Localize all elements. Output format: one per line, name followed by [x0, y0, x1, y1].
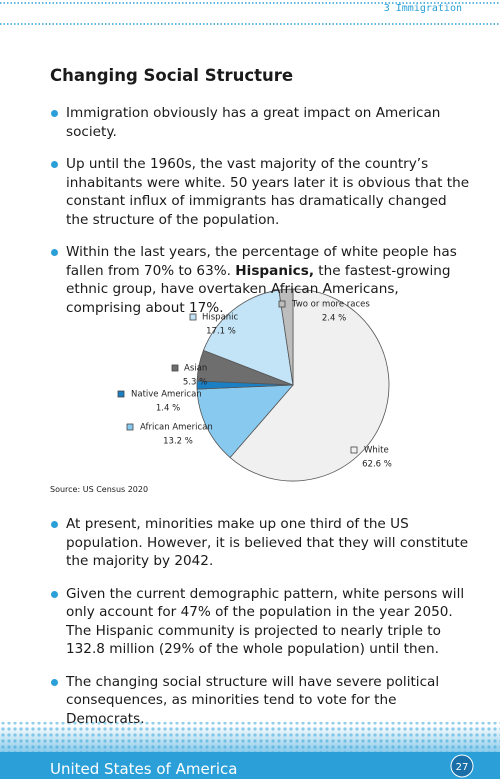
- pie-slice: [229, 288, 390, 482]
- bullet: Within the last years, the percentage of…: [50, 243, 472, 317]
- footer-band: [0, 752, 500, 779]
- slice-label: Hispanic: [202, 313, 239, 323]
- legend-swatch: [126, 423, 134, 431]
- slice-label: Native American: [131, 390, 202, 400]
- legend-swatch: [117, 390, 125, 398]
- bullet-text: The changing social structure will have …: [66, 673, 440, 727]
- slice-label: Asian: [184, 364, 207, 374]
- bullet: The changing social structure will have …: [50, 673, 472, 729]
- slice-label: White: [364, 446, 389, 456]
- bullet: Up until the 1960s, the vast majority of…: [50, 155, 472, 229]
- slice-value: 2.4 %: [322, 314, 346, 324]
- slice-label: Two or more races: [291, 300, 370, 310]
- bullet-text: Within the last years, the percentage of…: [66, 244, 457, 279]
- page-number: 27: [456, 762, 469, 773]
- header-label: 3 Immigration: [383, 3, 462, 14]
- bullet-text: At present, minorities make up one third…: [66, 516, 469, 569]
- bullet: Immigration obviously has a great impact…: [50, 104, 472, 141]
- legend-swatch: [350, 446, 358, 454]
- slice-value: 1.4 %: [156, 404, 180, 414]
- page-badge: [450, 754, 474, 778]
- bullet-text: Up until the 1960s, the vast majority of…: [66, 156, 470, 228]
- pie-slice: [278, 288, 294, 386]
- source: Source: US Census 2020: [50, 485, 149, 494]
- bullet: At present, minorities make up one third…: [50, 515, 472, 571]
- heading: Changing Social Structure: [50, 66, 294, 85]
- bullet-bold: Hispanics,: [235, 262, 314, 279]
- footer-title: United States of America: [50, 760, 238, 778]
- pie-chart: White 62.6 % African American 13.2 % Native …: [117, 288, 392, 482]
- bullet-text: Given the current demographic pattern, w…: [66, 585, 465, 658]
- legend-swatch: [171, 364, 179, 372]
- pie-slice: [196, 384, 294, 459]
- legend-swatch: [278, 300, 286, 308]
- slice-value: 17.1 %: [206, 327, 236, 337]
- slice-value: 62.6 %: [362, 460, 392, 470]
- bullet-text: the fastest-growing ethnic group, have o…: [66, 262, 451, 316]
- legend-swatch: [189, 313, 197, 321]
- bullet-text: Immigration obviously has a great impact…: [66, 105, 441, 140]
- pie-slice: [202, 289, 294, 386]
- slice-value: 13.2 %: [163, 437, 193, 447]
- bullet-list: At present, minorities make up one third…: [50, 515, 472, 742]
- bullet: Given the current demographic pattern, w…: [50, 585, 472, 659]
- slice-label: African American: [140, 423, 213, 433]
- slice-value: 5.3 %: [183, 378, 207, 388]
- bullet-list: Immigration obviously has a great impact…: [50, 104, 472, 331]
